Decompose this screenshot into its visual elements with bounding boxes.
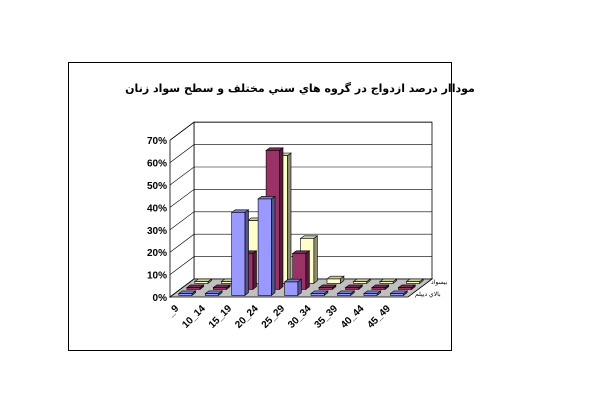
y-tick-label: 20% <box>147 248 167 259</box>
bar-side <box>279 147 284 291</box>
chart-title: موداار درصد ازدواج در گروه هاي سني مختلف… <box>125 82 475 95</box>
y-tick-label: 10% <box>147 271 167 282</box>
bar <box>318 287 333 290</box>
bar-side <box>313 235 318 285</box>
x-tick-label: 45_49 <box>365 303 393 331</box>
series-label: بالاي ديپلم <box>415 291 441 298</box>
bar <box>326 278 341 284</box>
x-tick-label: 10_14 <box>180 303 208 331</box>
bar-side <box>305 250 310 291</box>
bar-side <box>252 250 257 291</box>
bar-side <box>287 152 292 285</box>
y-tick-label: 50% <box>147 181 167 192</box>
bar <box>345 287 360 290</box>
bar-side <box>271 195 276 297</box>
y-tick-label: 70% <box>147 136 167 147</box>
y-tick-label: 0% <box>153 293 168 304</box>
bar <box>363 293 378 296</box>
x-tick-label: 30_34 <box>286 303 314 331</box>
gridline <box>169 189 432 208</box>
bar <box>194 281 209 284</box>
gridline <box>169 144 432 163</box>
bar <box>337 293 352 296</box>
bar <box>231 212 246 296</box>
x-tick-label: 15_19 <box>207 303 235 331</box>
y-tick-label: 40% <box>147 203 167 214</box>
y-tick-label: 30% <box>147 226 167 237</box>
bar <box>379 281 394 284</box>
x-tick-label: 20_24 <box>233 303 261 331</box>
bar <box>398 287 412 290</box>
side-wall <box>169 121 195 298</box>
bar <box>178 293 193 296</box>
series-label: بيسواد <box>431 279 448 286</box>
bar <box>390 293 404 296</box>
y-tick-label: 60% <box>147 159 167 170</box>
bar <box>257 198 272 296</box>
gridline <box>169 211 432 231</box>
bar <box>186 287 201 290</box>
bar <box>213 287 227 290</box>
gridline <box>169 121 432 141</box>
gridline <box>169 166 432 186</box>
gridline <box>169 256 432 275</box>
bar-side <box>244 209 249 297</box>
bar <box>353 281 368 284</box>
bar <box>406 281 420 284</box>
gridline <box>169 233 432 253</box>
x-tick-label: 25_29 <box>260 303 288 331</box>
bar <box>205 293 219 296</box>
x-tick-label: 40_44 <box>339 303 367 331</box>
x-tick-label: _9 <box>165 303 182 320</box>
bar <box>371 287 386 290</box>
x-tick-label: 35_39 <box>313 303 341 331</box>
bar <box>284 281 299 296</box>
bar <box>310 293 325 296</box>
